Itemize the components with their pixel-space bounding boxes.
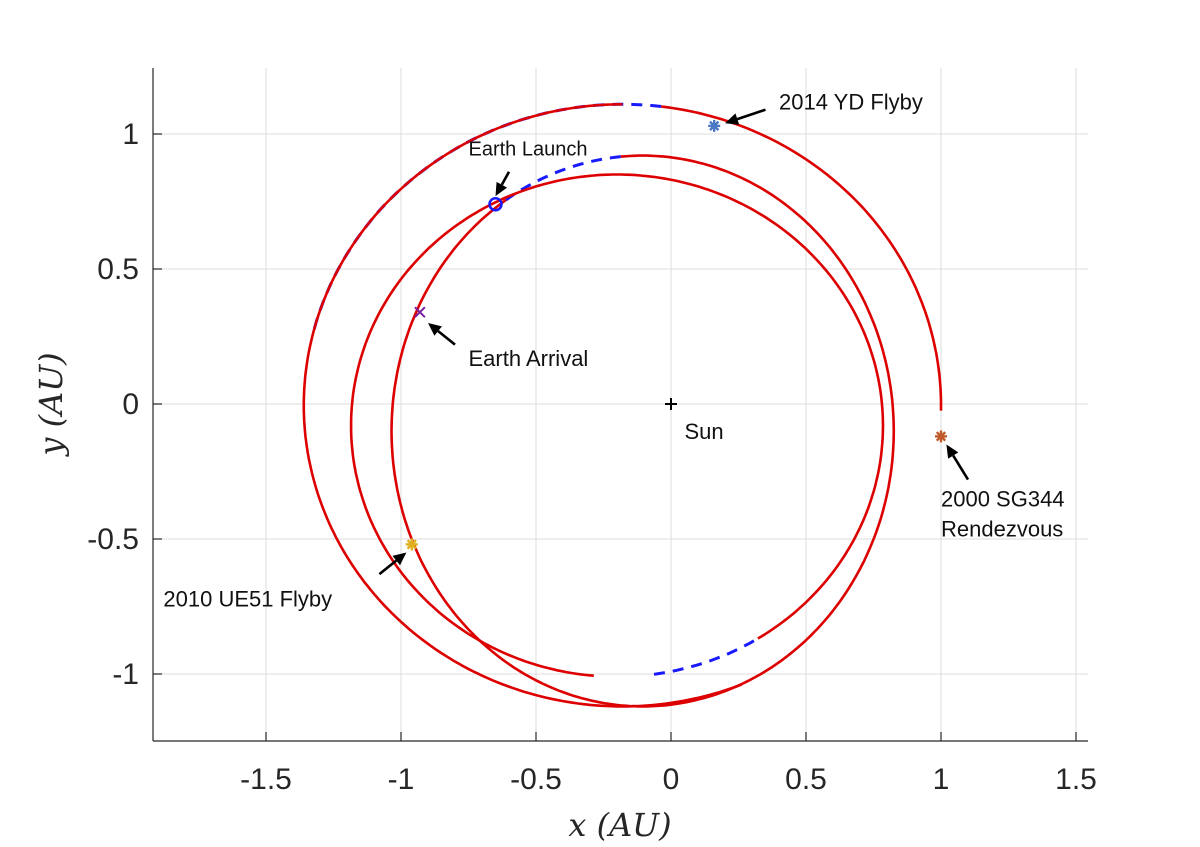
y-tick-label: -1 bbox=[112, 658, 139, 691]
arrow-head bbox=[946, 444, 959, 459]
x-axis-label: x (AU) bbox=[568, 806, 671, 844]
x-tick-label: 0 bbox=[663, 763, 680, 796]
orbit-solid-segment bbox=[390, 198, 507, 417]
annotation-line: Earth Arrival bbox=[469, 346, 589, 371]
arrival-annotation: Earth Arrival bbox=[469, 346, 589, 371]
annotation-line: Sun bbox=[685, 419, 724, 444]
yd-arrow bbox=[725, 108, 766, 125]
x-tick-label: -1 bbox=[388, 763, 415, 796]
orbits bbox=[302, 102, 943, 708]
orbit-solid-segment bbox=[390, 154, 896, 708]
earth-arrival-marker bbox=[414, 306, 426, 318]
x-tick-label: -1.5 bbox=[240, 763, 292, 796]
grid bbox=[153, 68, 1088, 741]
orbit-dashed-segment bbox=[505, 155, 621, 202]
annotation-line: Rendezvous bbox=[941, 517, 1063, 542]
marker-stroke bbox=[414, 306, 426, 318]
arrow-head bbox=[428, 323, 442, 336]
y-axis-label: y (AU) bbox=[32, 352, 70, 457]
annotation-line: Earth Launch bbox=[469, 139, 588, 161]
x-tick-label: 0.5 bbox=[785, 763, 827, 796]
y-tick-label: 1 bbox=[122, 118, 139, 151]
y-tick-label: 0.5 bbox=[97, 253, 139, 286]
x-tick-label: 1.5 bbox=[1055, 763, 1097, 796]
arrow-head bbox=[392, 552, 407, 566]
x-tick-label: 1 bbox=[933, 763, 950, 796]
sun-marker bbox=[665, 398, 677, 410]
orbit-1 bbox=[390, 154, 896, 708]
orbit-solid-segment bbox=[349, 173, 885, 677]
arrival-arrow bbox=[428, 323, 456, 346]
annotation-line: 2014 YD Flyby bbox=[779, 90, 923, 115]
arrow-shaft bbox=[500, 171, 511, 186]
sg344-arrow bbox=[946, 444, 970, 481]
orbit-solid-segment bbox=[661, 105, 943, 411]
earth-launch-marker bbox=[488, 196, 503, 212]
marker-stroke bbox=[935, 431, 947, 442]
arrow-shaft bbox=[952, 454, 970, 481]
orbit-solid-segment bbox=[302, 103, 743, 708]
x-tick-label: -0.5 bbox=[510, 763, 562, 796]
marker-stroke bbox=[406, 539, 417, 550]
arrow-shaft bbox=[736, 108, 766, 121]
2014-yd-flyby-marker bbox=[708, 119, 721, 132]
annotation-line: 2000 SG344 bbox=[941, 487, 1065, 512]
launch-arrow bbox=[495, 171, 511, 197]
launch-annotation: Earth Launch bbox=[469, 139, 588, 161]
marker-stroke bbox=[709, 120, 720, 131]
ue51-annotation: 2010 UE51 Flyby bbox=[163, 587, 332, 612]
annotations: Earth Launch Earth Arrival 2014 YD Flyby 20… bbox=[163, 90, 1064, 612]
y-tick-label: -0.5 bbox=[87, 523, 139, 556]
sun-annotation: Sun bbox=[685, 419, 724, 444]
orbit-dashed-segment bbox=[653, 637, 759, 676]
yd-annotation: 2014 YD Flyby bbox=[779, 90, 923, 115]
annotation-line: 2010 UE51 Flyby bbox=[163, 587, 332, 612]
markers bbox=[405, 119, 947, 551]
ue51-arrow bbox=[378, 552, 407, 576]
2000-sg344-rendezvous-marker bbox=[935, 430, 947, 443]
arrow-shaft bbox=[378, 559, 398, 576]
sg344-annotation: 2000 SG344 Rendezvous bbox=[941, 487, 1065, 542]
arrow-shaft bbox=[437, 330, 456, 346]
axes: -1.5 -1 -0.5 0 0.5 1 1.5 -1 -0.5 0 0.5 1 bbox=[87, 68, 1097, 796]
arrow-head bbox=[495, 181, 508, 197]
orbit-2 bbox=[349, 173, 885, 677]
y-tick-label: 0 bbox=[122, 388, 139, 421]
orbit-3 bbox=[302, 102, 943, 708]
2010-ue51-flyby-marker bbox=[405, 538, 418, 551]
arrow-head bbox=[725, 113, 740, 125]
